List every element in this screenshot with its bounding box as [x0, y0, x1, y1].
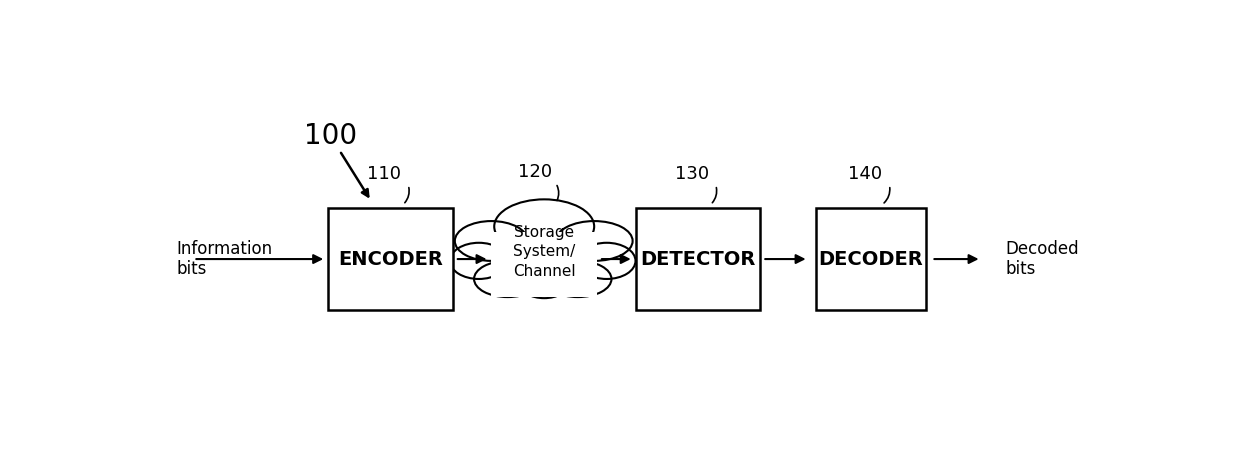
Text: 130: 130: [675, 165, 709, 183]
Ellipse shape: [495, 199, 594, 254]
Text: Information
bits: Information bits: [176, 240, 273, 278]
Ellipse shape: [455, 221, 528, 261]
Bar: [327, 208, 453, 310]
Text: DETECTOR: DETECTOR: [640, 250, 755, 268]
Bar: [635, 208, 760, 310]
Text: 120: 120: [517, 163, 552, 181]
Ellipse shape: [578, 243, 636, 279]
Text: DECODER: DECODER: [818, 250, 924, 268]
Text: Storage
System/
Channel: Storage System/ Channel: [513, 225, 575, 279]
Ellipse shape: [450, 243, 507, 279]
Ellipse shape: [521, 271, 568, 298]
Bar: [491, 232, 598, 297]
Text: 110: 110: [367, 165, 402, 183]
Text: 100: 100: [304, 122, 357, 150]
Text: 140: 140: [848, 165, 883, 183]
Ellipse shape: [474, 261, 542, 297]
Text: ENCODER: ENCODER: [339, 250, 443, 268]
Bar: [816, 208, 926, 310]
Text: Decoded
bits: Decoded bits: [1006, 240, 1079, 278]
Ellipse shape: [556, 221, 632, 261]
Ellipse shape: [544, 261, 611, 297]
